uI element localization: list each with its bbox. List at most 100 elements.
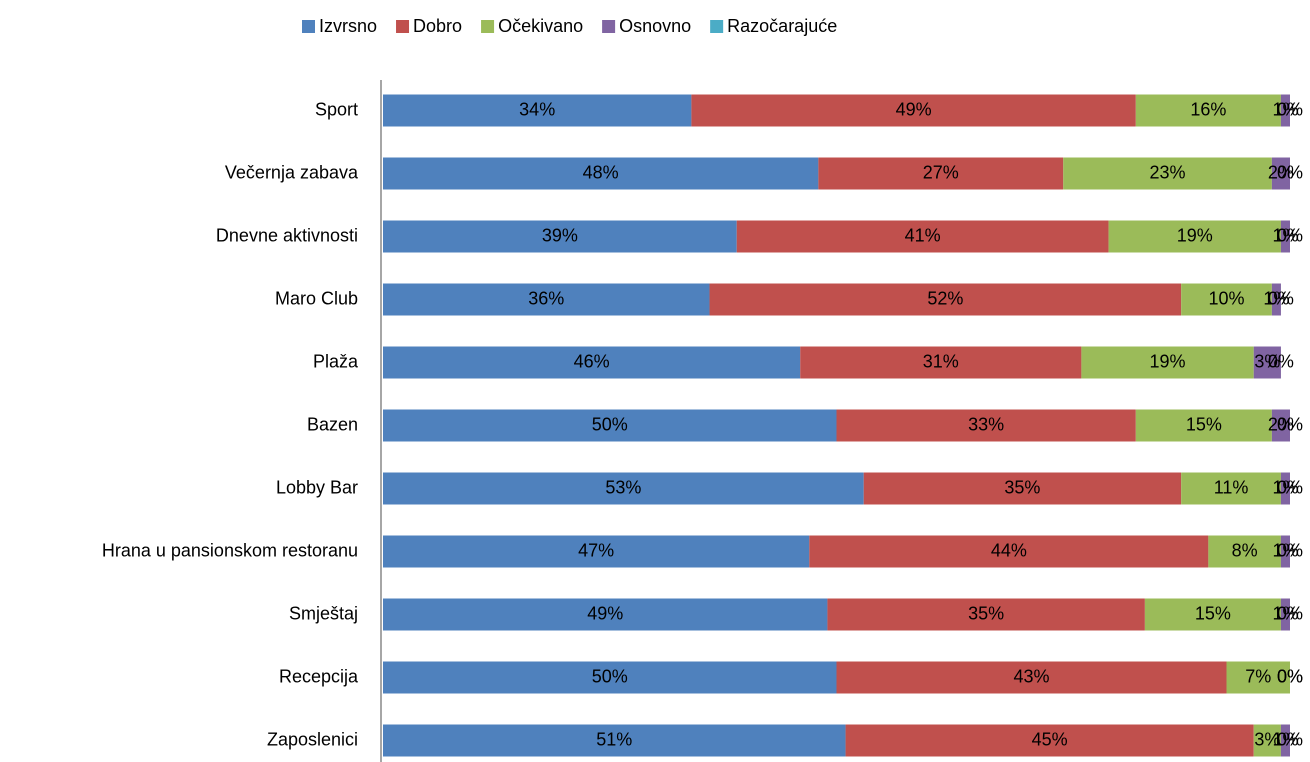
bar-segment [691, 94, 1136, 127]
bar-segment [736, 220, 1109, 253]
data-label: 0% [1277, 666, 1303, 686]
data-label: 1% [1272, 729, 1298, 749]
data-label: 44% [991, 540, 1027, 560]
y-tick-label: Sport [315, 99, 358, 119]
data-label: 16% [1190, 99, 1226, 119]
data-label: 47% [578, 540, 614, 560]
data-label: 39% [542, 225, 578, 245]
bar-segment [1226, 661, 1290, 694]
data-label: 27% [923, 162, 959, 182]
data-label: 50% [592, 666, 628, 686]
data-label: 33% [968, 414, 1004, 434]
bar-segment [383, 409, 837, 442]
y-tick-label: Lobby Bar [276, 477, 358, 497]
bar-segment [1135, 94, 1281, 127]
data-label: 36% [528, 288, 564, 308]
data-label: 52% [927, 288, 963, 308]
data-label: 23% [1150, 162, 1186, 182]
bar-segment [1271, 283, 1281, 316]
legend-label: Dobro [413, 16, 462, 36]
data-label: 0% [1277, 225, 1303, 245]
data-label: 0% [1277, 729, 1303, 749]
data-label: 49% [587, 603, 623, 623]
y-tick-label: Maro Club [275, 288, 358, 308]
data-label: 0% [1277, 414, 1303, 434]
data-label: 48% [583, 162, 619, 182]
data-label: 3% [1254, 351, 1280, 371]
bar-segment [1253, 724, 1281, 757]
legend-swatch [396, 20, 410, 33]
bar-segment [1271, 157, 1290, 190]
y-tick-label: Plaža [313, 351, 359, 371]
data-label: 1% [1272, 99, 1298, 119]
data-label: 3% [1254, 729, 1280, 749]
legend-label: Izvrsno [319, 16, 377, 36]
bar-segment [809, 535, 1209, 568]
legend-label: Razočarajuće [727, 16, 837, 36]
data-label: 43% [1013, 666, 1049, 686]
bar-segment [383, 598, 828, 631]
bar-segment [1280, 724, 1290, 757]
bar-segment [1181, 283, 1272, 316]
bar-segment [836, 409, 1136, 442]
data-label: 0% [1277, 666, 1303, 686]
bar-segment [709, 283, 1182, 316]
data-label: 15% [1186, 414, 1222, 434]
bar-segment [827, 598, 1145, 631]
legend-label: Očekivano [498, 16, 583, 36]
bar-segment [1280, 598, 1290, 631]
bar-segment [1063, 157, 1272, 190]
data-label: 2% [1268, 414, 1294, 434]
y-tick-label: Dnevne aktivnosti [216, 225, 358, 245]
bar-segment [800, 346, 1082, 379]
y-tick-label: Zaposlenici [267, 729, 358, 749]
legend-swatch [302, 20, 315, 33]
data-label: 46% [574, 351, 610, 371]
legend-swatch [710, 20, 724, 33]
bar-segment [383, 346, 801, 379]
bar-segment [383, 472, 864, 505]
bar-segment [1181, 472, 1281, 505]
data-label: 0% [1268, 351, 1294, 371]
data-label: 49% [896, 99, 932, 119]
data-label: 11% [1214, 477, 1249, 497]
legend-swatch [602, 20, 616, 33]
data-label: 0% [1277, 603, 1303, 623]
bar-segment [1135, 409, 1272, 442]
data-label: 8% [1232, 540, 1258, 560]
bar-segment [1081, 346, 1254, 379]
bar-segment [1280, 220, 1290, 253]
y-tick-label: Recepcija [279, 666, 359, 686]
bar-segment [1208, 535, 1281, 568]
bar-segment [1280, 535, 1290, 568]
data-label: 0% [1277, 162, 1303, 182]
bar-segment [1144, 598, 1281, 631]
data-label: 35% [968, 603, 1004, 623]
y-tick-label: Večernja zabava [225, 162, 359, 182]
data-label: 1% [1263, 288, 1289, 308]
data-label: 51% [596, 729, 632, 749]
bar-segment [383, 157, 819, 190]
data-label: 1% [1272, 540, 1298, 560]
data-label: 1% [1272, 603, 1298, 623]
bar-segment [383, 220, 737, 253]
data-label: 0% [1277, 477, 1303, 497]
data-label: 2% [1268, 162, 1294, 182]
bar-segment [1280, 472, 1290, 505]
bar-segment [383, 724, 846, 757]
bar-segment [1280, 94, 1290, 127]
data-label: 35% [1004, 477, 1040, 497]
y-tick-label: Smještaj [289, 603, 358, 623]
bar-segment [1271, 409, 1290, 442]
data-label: 0% [1268, 288, 1294, 308]
data-label: 53% [605, 477, 641, 497]
data-label: 15% [1195, 603, 1231, 623]
bar-segment [383, 283, 710, 316]
legend-swatch [481, 20, 495, 33]
bar-segment [383, 661, 837, 694]
bar-segment [1253, 346, 1281, 379]
data-label: 1% [1272, 477, 1298, 497]
data-label: 41% [905, 225, 941, 245]
bar-segment [836, 661, 1227, 694]
